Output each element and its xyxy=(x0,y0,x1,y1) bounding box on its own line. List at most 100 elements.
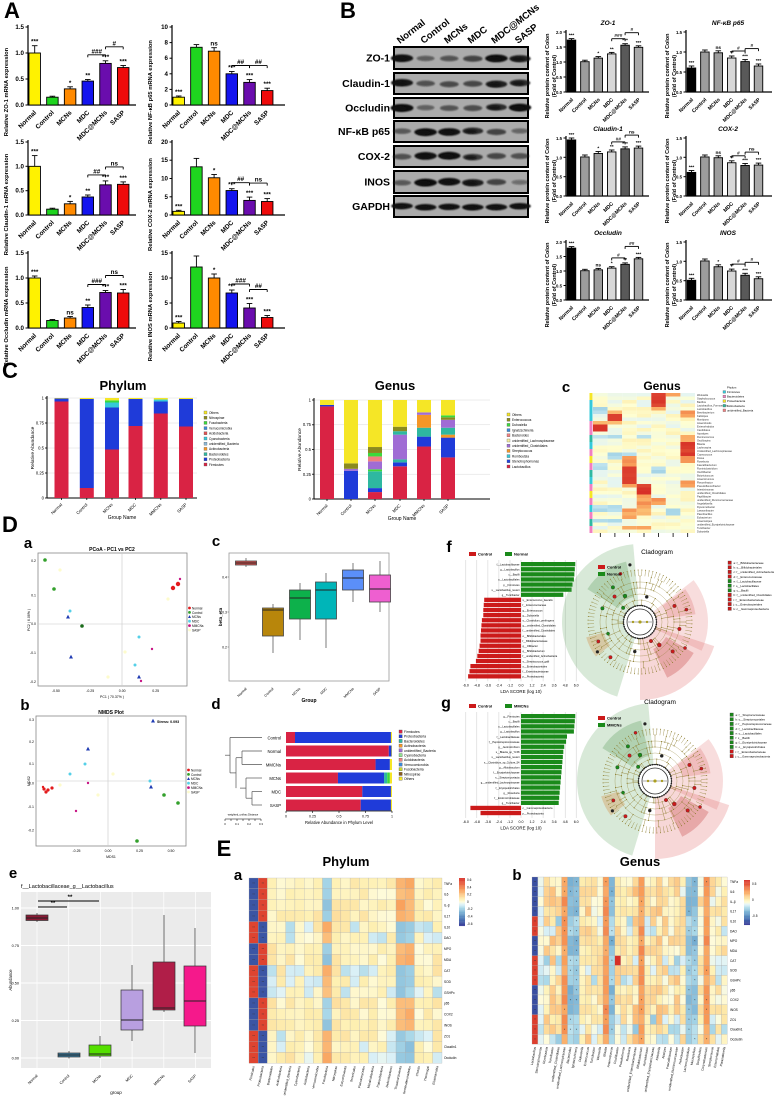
svg-text:-0.25: -0.25 xyxy=(73,849,81,853)
svg-text:SASP: SASP xyxy=(176,502,188,514)
svg-text:Montipora: Montipora xyxy=(697,418,709,422)
svg-text:***: *** xyxy=(689,165,695,171)
svg-text:**: ** xyxy=(534,959,537,963)
svg-text:***: *** xyxy=(636,140,642,146)
svg-text:*: * xyxy=(213,168,216,175)
svg-text:**: ** xyxy=(252,904,255,908)
svg-text:s__Enterococcus_faecalis: s__Enterococcus_faecalis xyxy=(523,598,554,602)
svg-text:e: f__Lactobacillaceae: e: f__Lactobacillaceae xyxy=(734,579,762,583)
svg-text:*: * xyxy=(597,146,599,152)
svg-text:*: * xyxy=(694,959,696,963)
svg-text:**: ** xyxy=(262,947,265,951)
svg-text:Control: Control xyxy=(478,704,492,709)
svg-text:unidentified_Clostridiales: unidentified_Clostridiales xyxy=(550,1046,560,1082)
svg-text:Oscillospira: Oscillospira xyxy=(697,439,711,443)
svg-text:**: ** xyxy=(534,969,537,973)
svg-text:*: * xyxy=(570,959,572,963)
svg-text:0.00: 0.00 xyxy=(119,689,126,693)
svg-text:Anaerotruncus: Anaerotruncus xyxy=(606,1046,614,1068)
svg-text:*: * xyxy=(641,998,643,1002)
svg-text:***: *** xyxy=(569,33,575,39)
svg-text:0.2: 0.2 xyxy=(29,740,34,744)
svg-text:MCNs: MCNs xyxy=(102,502,114,514)
svg-text:MDC: MDC xyxy=(319,687,328,696)
svg-text:0.2: 0.2 xyxy=(31,559,36,563)
svg-text:0.00: 0.00 xyxy=(12,1057,19,1061)
svg-text:***: *** xyxy=(31,269,39,276)
svg-text:Relative protein content of Co: Relative protein content of Colon xyxy=(665,139,671,224)
svg-text:**: ** xyxy=(262,925,265,929)
svg-text:g__Jeotmicrobium: g__Jeotmicrobium xyxy=(498,745,519,749)
svg-text:0.2: 0.2 xyxy=(222,646,227,650)
svg-text:**: ** xyxy=(534,900,537,904)
svg-text:MCNs: MCNs xyxy=(92,1074,102,1084)
svg-text:0.75: 0.75 xyxy=(12,944,19,948)
svg-text:*: * xyxy=(570,969,572,973)
svg-text:INOS: INOS xyxy=(444,1024,452,1028)
svg-text:i: f__Enterobacteriaceae: i: f__Enterobacteriaceae xyxy=(734,598,765,602)
svg-text:0.3: 0.3 xyxy=(222,611,227,615)
svg-text:Romboutsia: Romboutsia xyxy=(512,454,529,458)
svg-text:-2.4: -2.4 xyxy=(496,683,502,687)
svg-text:g: f__Erysipelotrichaceae: g: f__Erysipelotrichaceae xyxy=(736,741,768,745)
svg-text:Chordo: Chordo xyxy=(415,1065,421,1076)
svg-text:c__Bacilli: c__Bacilli xyxy=(509,720,520,724)
svg-text:Thermogal: Thermogal xyxy=(423,1065,430,1081)
svg-text:#: # xyxy=(113,40,117,47)
svg-text:0.25: 0.25 xyxy=(152,689,159,693)
svg-text:A: A xyxy=(4,0,20,23)
svg-text:0.5: 0.5 xyxy=(556,75,563,80)
svg-text:5: 5 xyxy=(165,300,169,307)
svg-text:Others: Others xyxy=(404,777,414,781)
svg-text:**: ** xyxy=(262,1034,265,1038)
svg-text:*: * xyxy=(564,930,566,934)
svg-text:10: 10 xyxy=(161,275,168,282)
svg-text:Proteobacteria: Proteobacteria xyxy=(257,1065,265,1086)
svg-text:***: *** xyxy=(246,297,254,304)
svg-text:0.4: 0.4 xyxy=(222,576,227,580)
svg-text:4.8: 4.8 xyxy=(563,820,568,824)
svg-text:ns: ns xyxy=(210,41,218,48)
svg-text:***: *** xyxy=(636,251,642,257)
svg-text:o__Lactobacillales: o__Lactobacillales xyxy=(498,725,520,729)
svg-text:PC2 ( 6.06% ): PC2 ( 6.06% ) xyxy=(27,609,31,631)
svg-text:Staphylococcus: Staphylococcus xyxy=(697,397,716,401)
svg-text:ns: ns xyxy=(111,160,119,167)
svg-text:*: * xyxy=(641,939,643,943)
svg-text:unidentified_Erysipelotrichace: unidentified_Erysipelotrichaceae xyxy=(697,523,735,527)
svg-text:*: * xyxy=(694,979,696,983)
svg-text:g: c__Bacilli: g: c__Bacilli xyxy=(734,589,749,593)
svg-text:Corynebacterium: Corynebacterium xyxy=(700,1046,708,1071)
svg-text:unidentified_Enterobacteriacea: unidentified_Enterobacteriaceae xyxy=(626,1046,638,1092)
svg-text:**: ** xyxy=(252,1045,255,1049)
svg-text:MMCNs: MMCNs xyxy=(266,762,281,767)
svg-text:f__Enterobacteriaceae: f__Enterobacteriaceae xyxy=(522,670,549,674)
svg-text:SASP: SASP xyxy=(187,1074,197,1084)
svg-text:c__Gammaproteobacteria: c__Gammaproteobacteria xyxy=(523,806,554,810)
svg-text:s__Streptococcus_galli: s__Streptococcus_galli xyxy=(523,659,550,663)
svg-text:p__Proteobacteria: p__Proteobacteria xyxy=(523,675,545,679)
svg-text:*: * xyxy=(611,979,613,983)
svg-text:Euryarchaeota: Euryarchaeota xyxy=(339,1065,347,1086)
svg-text:***: *** xyxy=(246,190,254,197)
svg-text:Claudin-1: Claudin-1 xyxy=(593,126,623,133)
svg-text:Relative protein content of Co: Relative protein content of Colon xyxy=(545,243,551,328)
svg-text:ZO-1: ZO-1 xyxy=(366,53,390,65)
svg-text:f__Enterococcaceae: f__Enterococcaceae xyxy=(522,603,546,607)
svg-text:**: ** xyxy=(262,1023,265,1027)
svg-text:Nitrospirae: Nitrospirae xyxy=(331,1065,338,1081)
svg-text:SASP: SASP xyxy=(270,803,281,808)
svg-text:d: f__Enterococcaceae: d: f__Enterococcaceae xyxy=(734,575,763,579)
svg-text:*: * xyxy=(706,969,708,973)
svg-text:***: *** xyxy=(264,309,272,316)
svg-text:g__unidentified_Clostridiales: g__unidentified_Clostridiales xyxy=(523,624,557,628)
svg-text:0.50: 0.50 xyxy=(168,849,175,853)
svg-text:***: *** xyxy=(569,241,575,247)
svg-text:***: *** xyxy=(264,81,272,88)
svg-text:1: 1 xyxy=(391,815,393,819)
svg-text:*: * xyxy=(576,969,578,973)
svg-text:(Fold of Control): (Fold of Control) xyxy=(672,55,678,97)
svg-text:*: * xyxy=(570,998,572,1002)
svg-text:Genus: Genus xyxy=(643,379,681,393)
svg-text:#: # xyxy=(737,150,740,156)
